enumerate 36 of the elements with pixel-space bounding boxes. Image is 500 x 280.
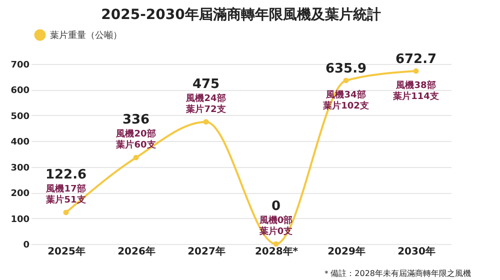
point <box>133 154 139 160</box>
annotation: 風機24部 <box>185 92 226 104</box>
y-tick-label: 200 <box>10 189 30 200</box>
x-tick-label: 2025年 <box>48 246 86 258</box>
annotation: 風機17部 <box>45 183 86 194</box>
point <box>413 68 419 74</box>
annotation: 風機0部 <box>258 215 293 226</box>
annotation: 風機20部 <box>115 128 156 140</box>
annotation: 葉片72支 <box>185 104 226 115</box>
y-tick-label: 100 <box>10 214 30 225</box>
data-label: 122.6 <box>45 167 87 182</box>
x-tick-label: 2029年 <box>328 246 366 258</box>
point <box>63 210 69 216</box>
y-tick-label: 700 <box>10 60 30 70</box>
y-tick-label: 400 <box>10 138 30 148</box>
point <box>343 78 349 84</box>
annotation: 風機38部 <box>395 80 436 92</box>
data-label: 0 <box>271 199 281 214</box>
point <box>203 119 209 125</box>
y-tick-label: 300 <box>10 163 30 174</box>
x-tick-label: 2028年* <box>254 246 299 258</box>
data-label: 635.9 <box>325 61 367 76</box>
x-tick-label: 2030年 <box>398 246 436 258</box>
data-label: 475 <box>192 76 220 92</box>
legend-label: 葉片重量（公噸） <box>50 30 122 41</box>
annotation: 葉片114支 <box>392 91 439 102</box>
y-tick-label: 500 <box>10 112 30 122</box>
chart-title: 2025-2030年屆滿商轉年限風機及葉片統計 <box>101 6 381 23</box>
text: ＊備註：2028年未有屆滿商轉年限之風機 <box>322 269 471 278</box>
point <box>273 241 279 247</box>
x-tick-label: 2027年 <box>188 246 226 258</box>
x-tick-label: 2026年 <box>118 246 156 258</box>
data-label: 336 <box>122 112 150 128</box>
y-tick-label: 600 <box>10 86 30 96</box>
y-tick-label: 0 <box>23 240 30 250</box>
data-label: 672.7 <box>395 52 437 68</box>
